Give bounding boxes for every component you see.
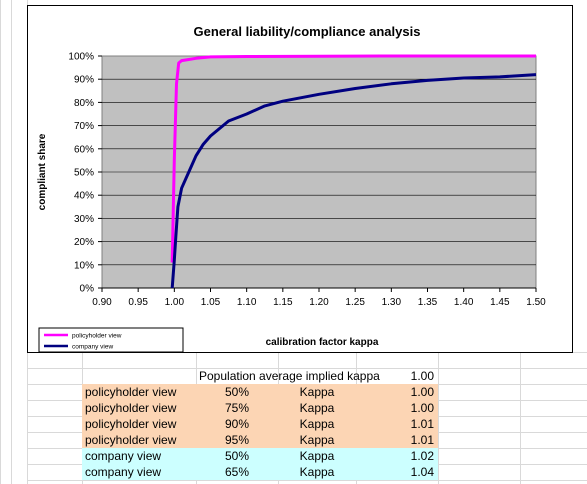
row-kappa-value: 1.00	[410, 385, 434, 399]
x-tick-label: 1.15	[273, 297, 293, 308]
x-tick-label: 0.90	[92, 297, 112, 308]
x-axis-label: calibration factor kappa	[266, 337, 379, 348]
legend-box	[38, 327, 184, 353]
row-percentile: 50%	[224, 385, 250, 399]
x-tick-label: 1.00	[165, 297, 185, 308]
row-view-label: policyholder view	[85, 401, 177, 415]
row-kappa-label: Kappa	[299, 417, 335, 431]
y-tick-label: 70%	[74, 121, 94, 132]
y-tick-label: 50%	[74, 168, 94, 179]
x-tick-label: 1.10	[237, 297, 257, 308]
y-axis-label: compliant share	[37, 133, 48, 210]
legend-label: policyholder view	[72, 333, 122, 340]
series-line-policyholder-view	[170, 54, 536, 263]
y-tick-label: 0%	[80, 284, 95, 295]
row-kappa-label: Kappa	[299, 401, 335, 415]
legend-label: company view	[72, 344, 113, 351]
x-tick-label: 1.50	[526, 297, 546, 308]
row-percentile: 50%	[224, 449, 250, 463]
x-tick-label: 1.35	[418, 297, 438, 308]
x-tick-label: 1.25	[345, 297, 365, 308]
x-tick-label: 1.05	[201, 297, 221, 308]
x-axis-ticks: 0.90 0.95 1.00 1.05 1.10 1.15 1.20 1.25 1.30 1.35…	[92, 288, 546, 308]
series-lines	[102, 54, 537, 289]
row-view-label: policyholder view	[85, 433, 177, 447]
series-line-company-view	[170, 73, 537, 289]
population-average-value: 1.00	[410, 369, 434, 383]
y-tick-label: 10%	[74, 260, 94, 271]
row-kappa-label: Kappa	[299, 465, 335, 479]
chart-title: General liability/compliance analysis	[194, 24, 421, 39]
row-percentile: 90%	[224, 417, 250, 431]
table-row	[82, 416, 438, 432]
legend: policyholder view company view	[38, 327, 184, 353]
table-row	[82, 384, 438, 400]
chart-area[interactable]: General liability/compliance analysis 0%…	[27, 5, 573, 353]
table-row	[82, 448, 438, 464]
table-row	[82, 464, 438, 480]
row-kappa-label: Kappa	[299, 449, 335, 463]
y-tick-label: 20%	[74, 237, 94, 248]
row-view-label: company view	[85, 465, 162, 479]
y-tick-label: 80%	[74, 98, 94, 109]
population-average-label: Population average implied kappa	[199, 369, 380, 383]
row-view-label: company view	[85, 449, 162, 463]
row-percentile: 95%	[224, 433, 250, 447]
y-tick-label: 30%	[74, 214, 94, 225]
line-chart: General liability/compliance analysis 0%…	[37, 24, 546, 353]
y-axis-ticks: 0% 10% 20% 30% 40% 50% 60% 70% 80% 90% 100%	[68, 52, 102, 295]
row-kappa-label: Kappa	[299, 385, 335, 399]
x-tick-label: 1.40	[454, 297, 474, 308]
y-tick-label: 40%	[74, 191, 94, 202]
row-percentile: 75%	[224, 401, 250, 415]
x-tick-label: 1.20	[309, 297, 329, 308]
row-kappa-value: 1.00	[410, 401, 434, 415]
row-percentile: 65%	[224, 465, 250, 479]
row-kappa-value: 1.01	[410, 433, 434, 447]
y-tick-label: 60%	[74, 144, 94, 155]
x-tick-label: 1.30	[382, 297, 402, 308]
row-view-label: policyholder view	[85, 385, 177, 399]
row-view-label: policyholder view	[85, 417, 177, 431]
table-row	[82, 432, 438, 448]
table-row	[82, 400, 438, 416]
y-tick-label: 90%	[74, 75, 94, 86]
row-kappa-label: Kappa	[299, 433, 335, 447]
row-kappa-value: 1.01	[410, 417, 434, 431]
y-tick-label: 100%	[68, 52, 94, 63]
row-kappa-value: 1.04	[410, 465, 434, 479]
row-kappa-value: 1.02	[410, 449, 434, 463]
x-tick-label: 0.95	[128, 297, 148, 308]
x-tick-label: 1.45	[490, 297, 510, 308]
